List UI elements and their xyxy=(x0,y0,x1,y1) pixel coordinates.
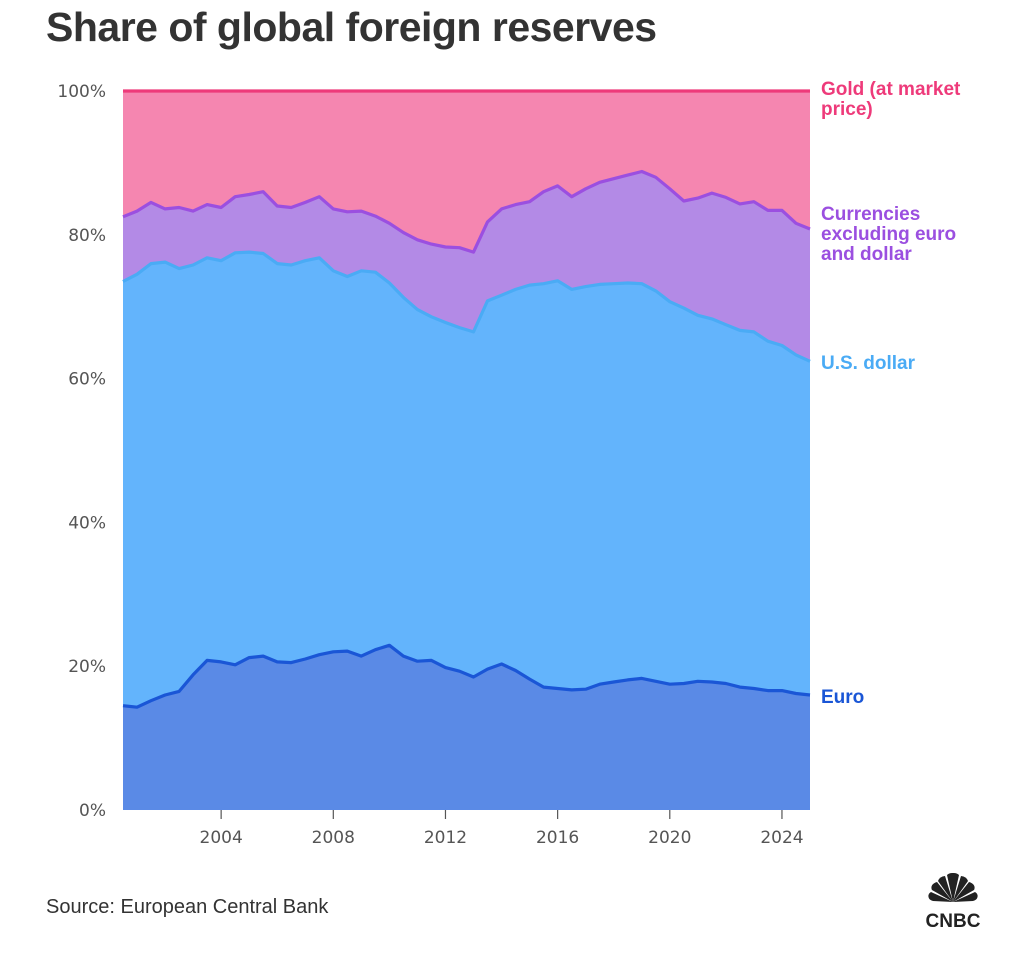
x-tick-label: 2016 xyxy=(536,828,579,848)
line-currencies-excluding-euro-and-dollar xyxy=(122,169,811,254)
x-tick-label: 2008 xyxy=(312,828,355,848)
y-tick-label: 40% xyxy=(68,513,106,533)
series-label-currencies-excluding-euro-and-dollar: Currencies xyxy=(821,204,920,225)
line-layer xyxy=(122,89,811,709)
area-euro xyxy=(123,645,810,810)
chart-title: Share of global foreign reserves xyxy=(46,4,657,50)
x-axis: 2004 2008 2012 2016 2020 2024 xyxy=(200,810,804,848)
series-label-u-s-dollar: U.S. dollar xyxy=(821,353,916,374)
source-note: Source: European Central Bank xyxy=(46,896,329,918)
cnbc-peacock-logo: CNBC xyxy=(926,872,981,932)
series-label-gold-at-market-price: Gold (at market xyxy=(821,79,961,100)
y-tick-label: 80% xyxy=(68,226,106,246)
x-tick-label: 2012 xyxy=(424,828,467,848)
x-tick-label: 2004 xyxy=(200,828,243,848)
x-tick-label: 2024 xyxy=(760,828,803,848)
area-layer xyxy=(123,91,810,811)
series-label-euro: Euro xyxy=(821,687,864,708)
series-label-currencies-excluding-euro-and-dollar: and dollar xyxy=(821,244,912,265)
y-tick-label: 0% xyxy=(79,801,106,821)
logo-text: CNBC xyxy=(926,911,981,932)
series-label-gold-at-market-price: price) xyxy=(821,99,873,120)
line-euro xyxy=(122,643,811,709)
y-tick-label: 100% xyxy=(57,82,106,102)
line-u-s-dollar xyxy=(122,250,811,363)
y-tick-label: 20% xyxy=(68,657,106,677)
y-axis: 0% 20% 40% 60% 80% 100% xyxy=(57,82,106,821)
series-label-currencies-excluding-euro-and-dollar: excluding euro xyxy=(821,224,956,245)
y-tick-label: 60% xyxy=(68,370,106,390)
x-tick-label: 2020 xyxy=(648,828,691,848)
